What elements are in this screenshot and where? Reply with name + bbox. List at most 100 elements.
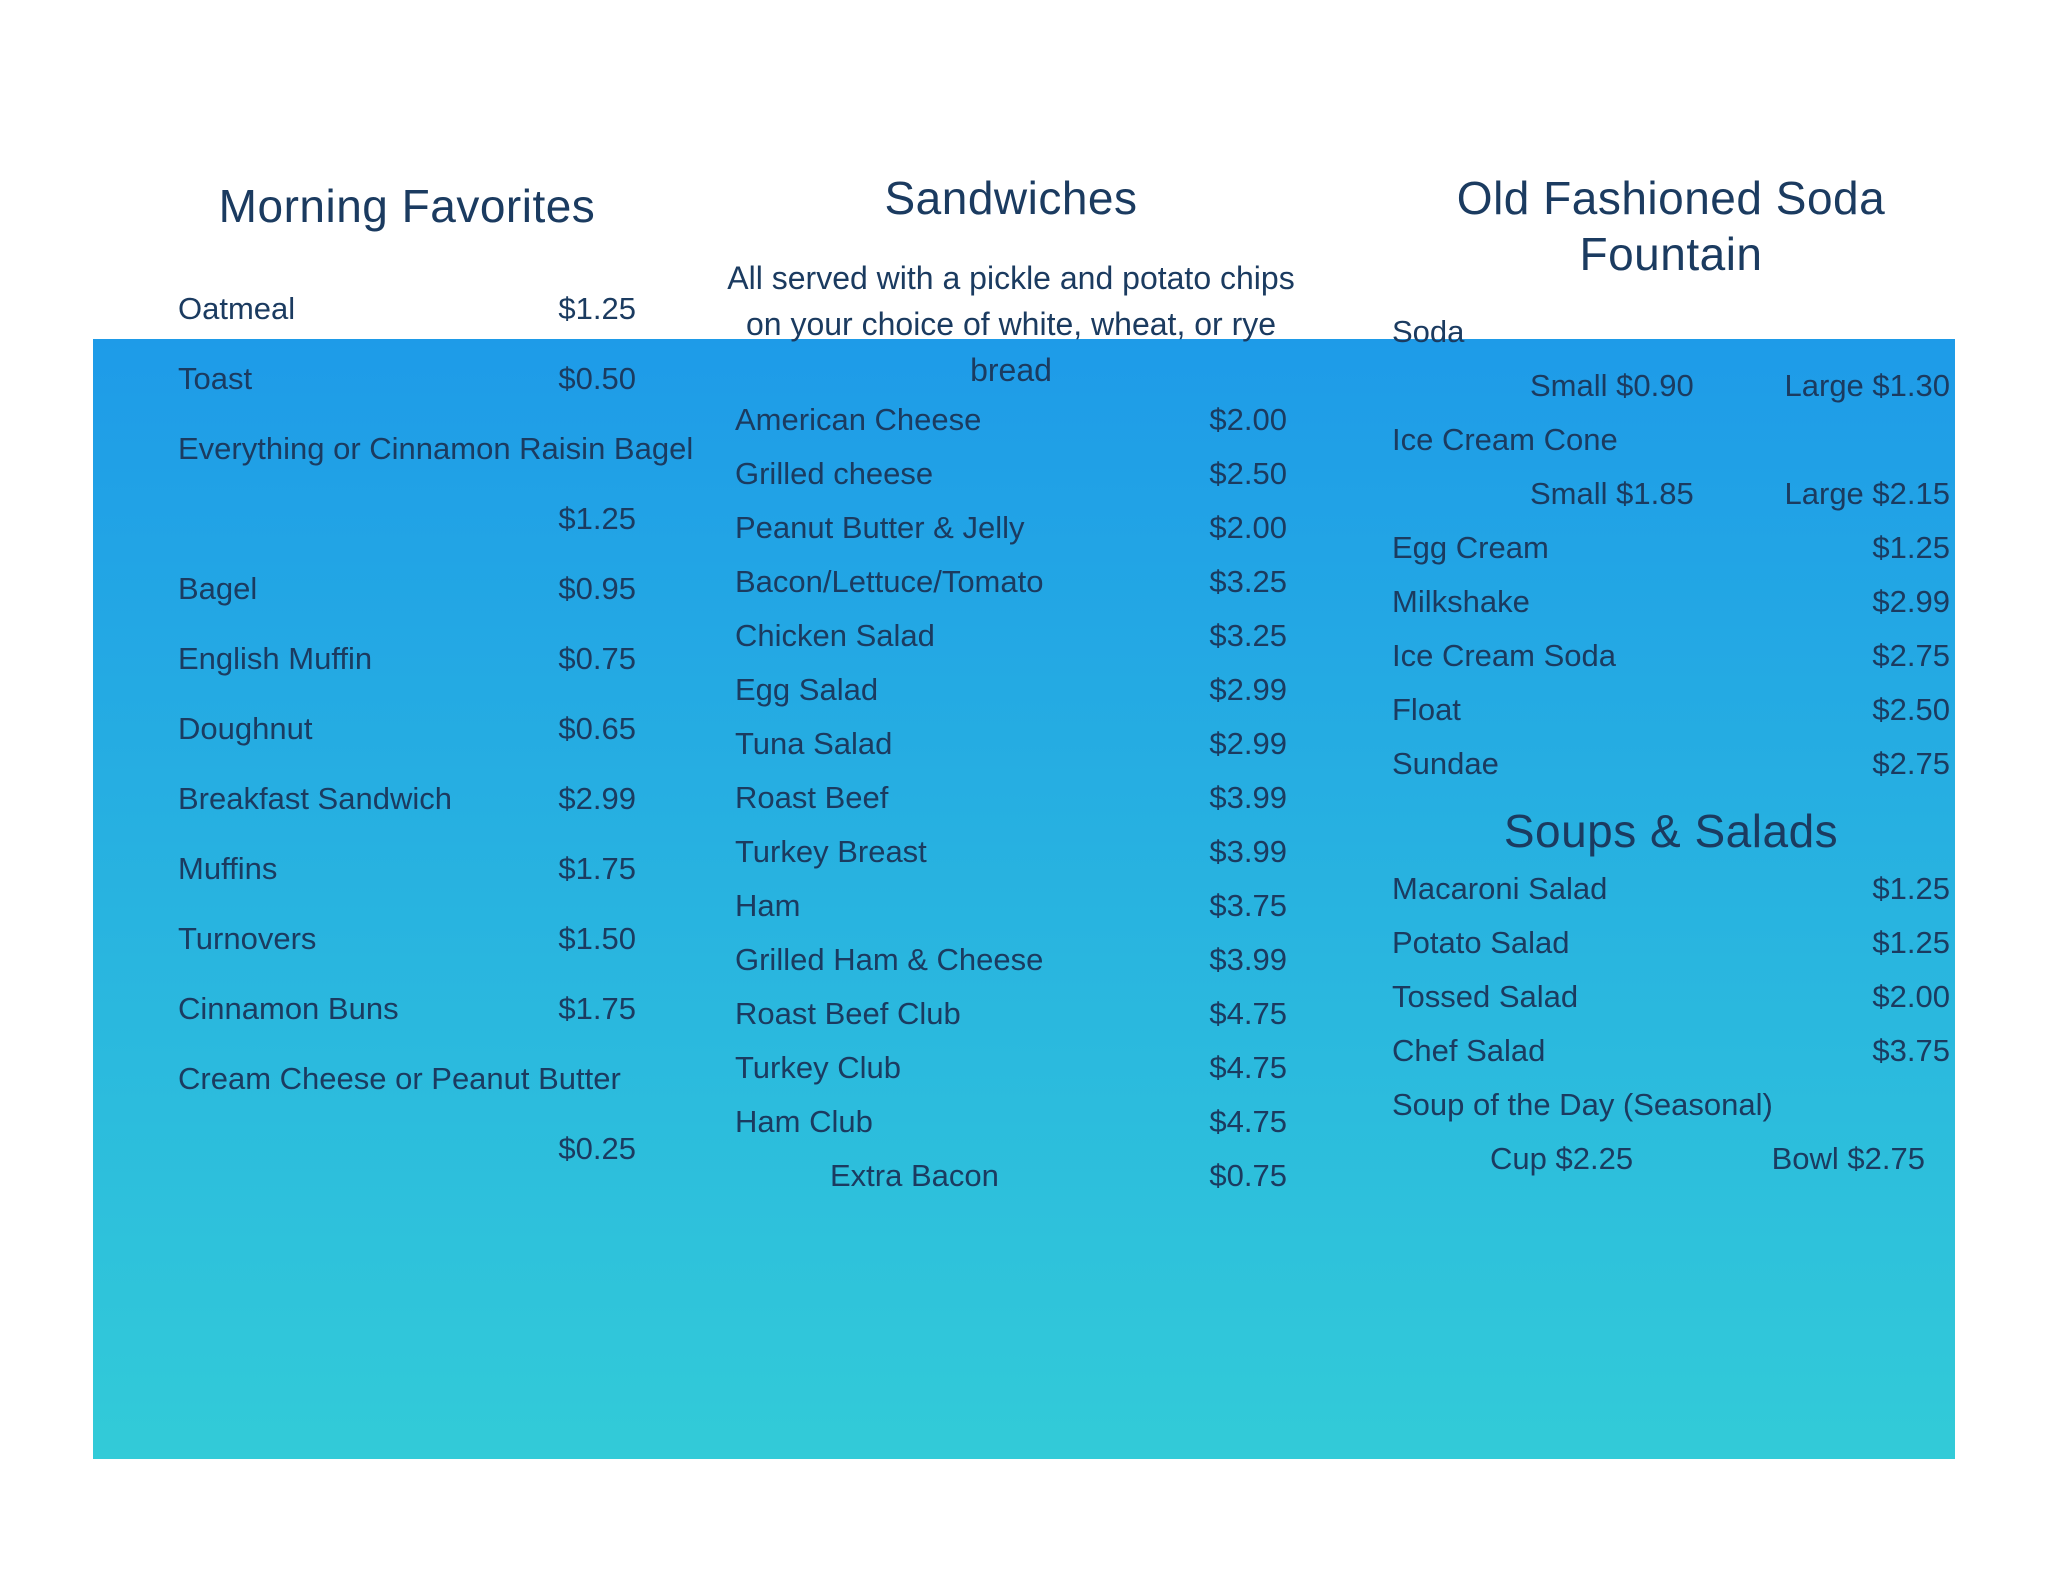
item-price: $3.99 (1209, 780, 1287, 815)
menu-item-turkey-breast: Turkey Breast $3.99 (735, 833, 1287, 887)
menu-item-cinnamon-buns: Cinnamon Buns $1.75 (178, 990, 636, 1060)
size-large: Large $1.30 (1784, 368, 1950, 403)
item-price: $3.25 (1209, 618, 1287, 653)
menu-item-egg-salad: Egg Salad $2.99 (735, 671, 1287, 725)
item-name: Tossed Salad (1392, 979, 1579, 1014)
item-name: Bacon/Lettuce/Tomato (735, 564, 1044, 599)
item-price: $2.99 (1209, 726, 1287, 761)
item-name: Float (1392, 692, 1461, 727)
item-price: $3.75 (1872, 1033, 1950, 1068)
item-price: $1.75 (558, 991, 636, 1026)
menu-item-blt: Bacon/Lettuce/Tomato $3.25 (735, 563, 1287, 617)
item-name: Oatmeal (178, 291, 296, 326)
item-price: $2.99 (558, 781, 636, 816)
menu-item-soup-of-day-label: Soup of the Day (Seasonal) (1392, 1086, 1950, 1140)
item-price: $0.65 (558, 711, 636, 746)
menu-item-breakfast-sandwich: Breakfast Sandwich $2.99 (178, 780, 636, 850)
item-price: $3.99 (1209, 834, 1287, 869)
menu-item-grilled-cheese: Grilled cheese $2.50 (735, 455, 1287, 509)
item-name: Soup of the Day (Seasonal) (1392, 1087, 1773, 1122)
item-price: $1.25 (1872, 871, 1950, 906)
menu-item-extra-bacon: Extra Bacon $0.75 (735, 1157, 1287, 1211)
item-name: Cinnamon Buns (178, 991, 399, 1026)
section-title-morning-favorites: Morning Favorites (218, 180, 596, 232)
menu-item-grilled-ham-cheese: Grilled Ham & Cheese $3.99 (735, 941, 1287, 995)
item-name: Ham Club (735, 1104, 873, 1139)
menu-item-chicken-salad: Chicken Salad $3.25 (735, 617, 1287, 671)
item-price: $2.00 (1209, 402, 1287, 437)
menu-item-roast-beef: Roast Beef $3.99 (735, 779, 1287, 833)
item-price: $0.50 (558, 361, 636, 396)
menu-item-tossed-salad: Tossed Salad $2.00 (1392, 978, 1950, 1032)
item-price: $4.75 (1209, 1050, 1287, 1085)
item-name: Muffins (178, 851, 278, 886)
menu-item-ice-cream-soda: Ice Cream Soda $2.75 (1392, 637, 1950, 691)
item-name: Chicken Salad (735, 618, 935, 653)
item-price: $1.25 (1872, 925, 1950, 960)
menu-item-sundae: Sundae $2.75 (1392, 745, 1950, 799)
section-soda-fountain: Old Fashioned Soda Fountain Soda Small $… (1392, 170, 1950, 1194)
item-name: Soda (1392, 314, 1465, 349)
item-name: Everything or Cinnamon Raisin Bagel (178, 431, 694, 466)
item-price: $1.25 (558, 501, 636, 536)
size-large: Large $2.15 (1784, 476, 1950, 511)
item-price: $1.75 (558, 851, 636, 886)
menu-item-soda-label: Soda (1392, 313, 1950, 367)
menu-item-roast-beef-club: Roast Beef Club $4.75 (735, 995, 1287, 1049)
menu-item-ham: Ham $3.75 (735, 887, 1287, 941)
item-name: Cream Cheese or Peanut Butter (178, 1061, 621, 1096)
item-name: Macaroni Salad (1392, 871, 1608, 906)
menu-item-ice-cream-cone-label: Ice Cream Cone (1392, 421, 1950, 475)
item-name: Tuna Salad (735, 726, 893, 761)
menu-item-cream-cheese-name: Cream Cheese or Peanut Butter (178, 1060, 636, 1130)
menu-item-doughnut: Doughnut $0.65 (178, 710, 636, 780)
menu-gradient-background (93, 339, 1955, 1459)
item-name: American Cheese (735, 402, 982, 437)
section-title-soda-fountain: Old Fashioned Soda Fountain (1456, 172, 1886, 280)
menu-item-macaroni-salad: Macaroni Salad $1.25 (1392, 870, 1950, 924)
item-name: Sundae (1392, 746, 1499, 781)
item-price: $2.99 (1209, 672, 1287, 707)
item-name: Ice Cream Cone (1392, 422, 1618, 457)
menu-item-chef-salad: Chef Salad $3.75 (1392, 1032, 1950, 1086)
size-small: Small $1.85 (1530, 476, 1694, 511)
item-price: $3.75 (1209, 888, 1287, 923)
menu-item-bagel: Bagel $0.95 (178, 570, 636, 640)
item-name: Bagel (178, 571, 258, 606)
menu-item-oatmeal: Oatmeal $1.25 (178, 290, 636, 360)
item-price: $3.25 (1209, 564, 1287, 599)
item-price: $2.75 (1872, 638, 1950, 673)
item-name: Peanut Butter & Jelly (735, 510, 1025, 545)
section-title-soups-salads: Soups & Salads (1503, 805, 1839, 857)
item-price: $4.75 (1209, 996, 1287, 1031)
size-bowl: Bowl $2.75 (1771, 1141, 1925, 1176)
item-price: $0.75 (558, 641, 636, 676)
item-name: Turkey Club (735, 1050, 901, 1085)
item-price: $2.50 (1209, 456, 1287, 491)
menu-item-american-cheese: American Cheese $2.00 (735, 401, 1287, 455)
item-name: Breakfast Sandwich (178, 781, 452, 816)
item-name: Milkshake (1392, 584, 1530, 619)
item-name: Extra Bacon (830, 1158, 999, 1193)
section-morning-favorites: Morning Favorites Oatmeal $1.25 Toast $0… (178, 178, 693, 1200)
item-price: $0.75 (1209, 1158, 1287, 1193)
item-name: Grilled cheese (735, 456, 934, 491)
menu-item-egg-cream: Egg Cream $1.25 (1392, 529, 1950, 583)
menu-item-turkey-club: Turkey Club $4.75 (735, 1049, 1287, 1103)
menu-item-tuna-salad: Tuna Salad $2.99 (735, 725, 1287, 779)
item-price: $2.75 (1872, 746, 1950, 781)
menu-item-potato-salad: Potato Salad $1.25 (1392, 924, 1950, 978)
item-price: $2.00 (1209, 510, 1287, 545)
menu-item-cream-cheese-price: $0.25 (178, 1130, 636, 1200)
menu-item-milkshake: Milkshake $2.99 (1392, 583, 1950, 637)
menu-item-english-muffin: English Muffin $0.75 (178, 640, 636, 710)
menu-item-toast: Toast $0.50 (178, 360, 636, 430)
item-price: $0.95 (558, 571, 636, 606)
item-name: Potato Salad (1392, 925, 1570, 960)
item-price: $2.50 (1872, 692, 1950, 727)
item-name: Roast Beef (735, 780, 889, 815)
item-name: Egg Salad (735, 672, 879, 707)
menu-item-turnovers: Turnovers $1.50 (178, 920, 636, 990)
menu-item-soup-sizes: Cup $2.25 Bowl $2.75 (1392, 1140, 1950, 1194)
item-price: $1.50 (558, 921, 636, 956)
